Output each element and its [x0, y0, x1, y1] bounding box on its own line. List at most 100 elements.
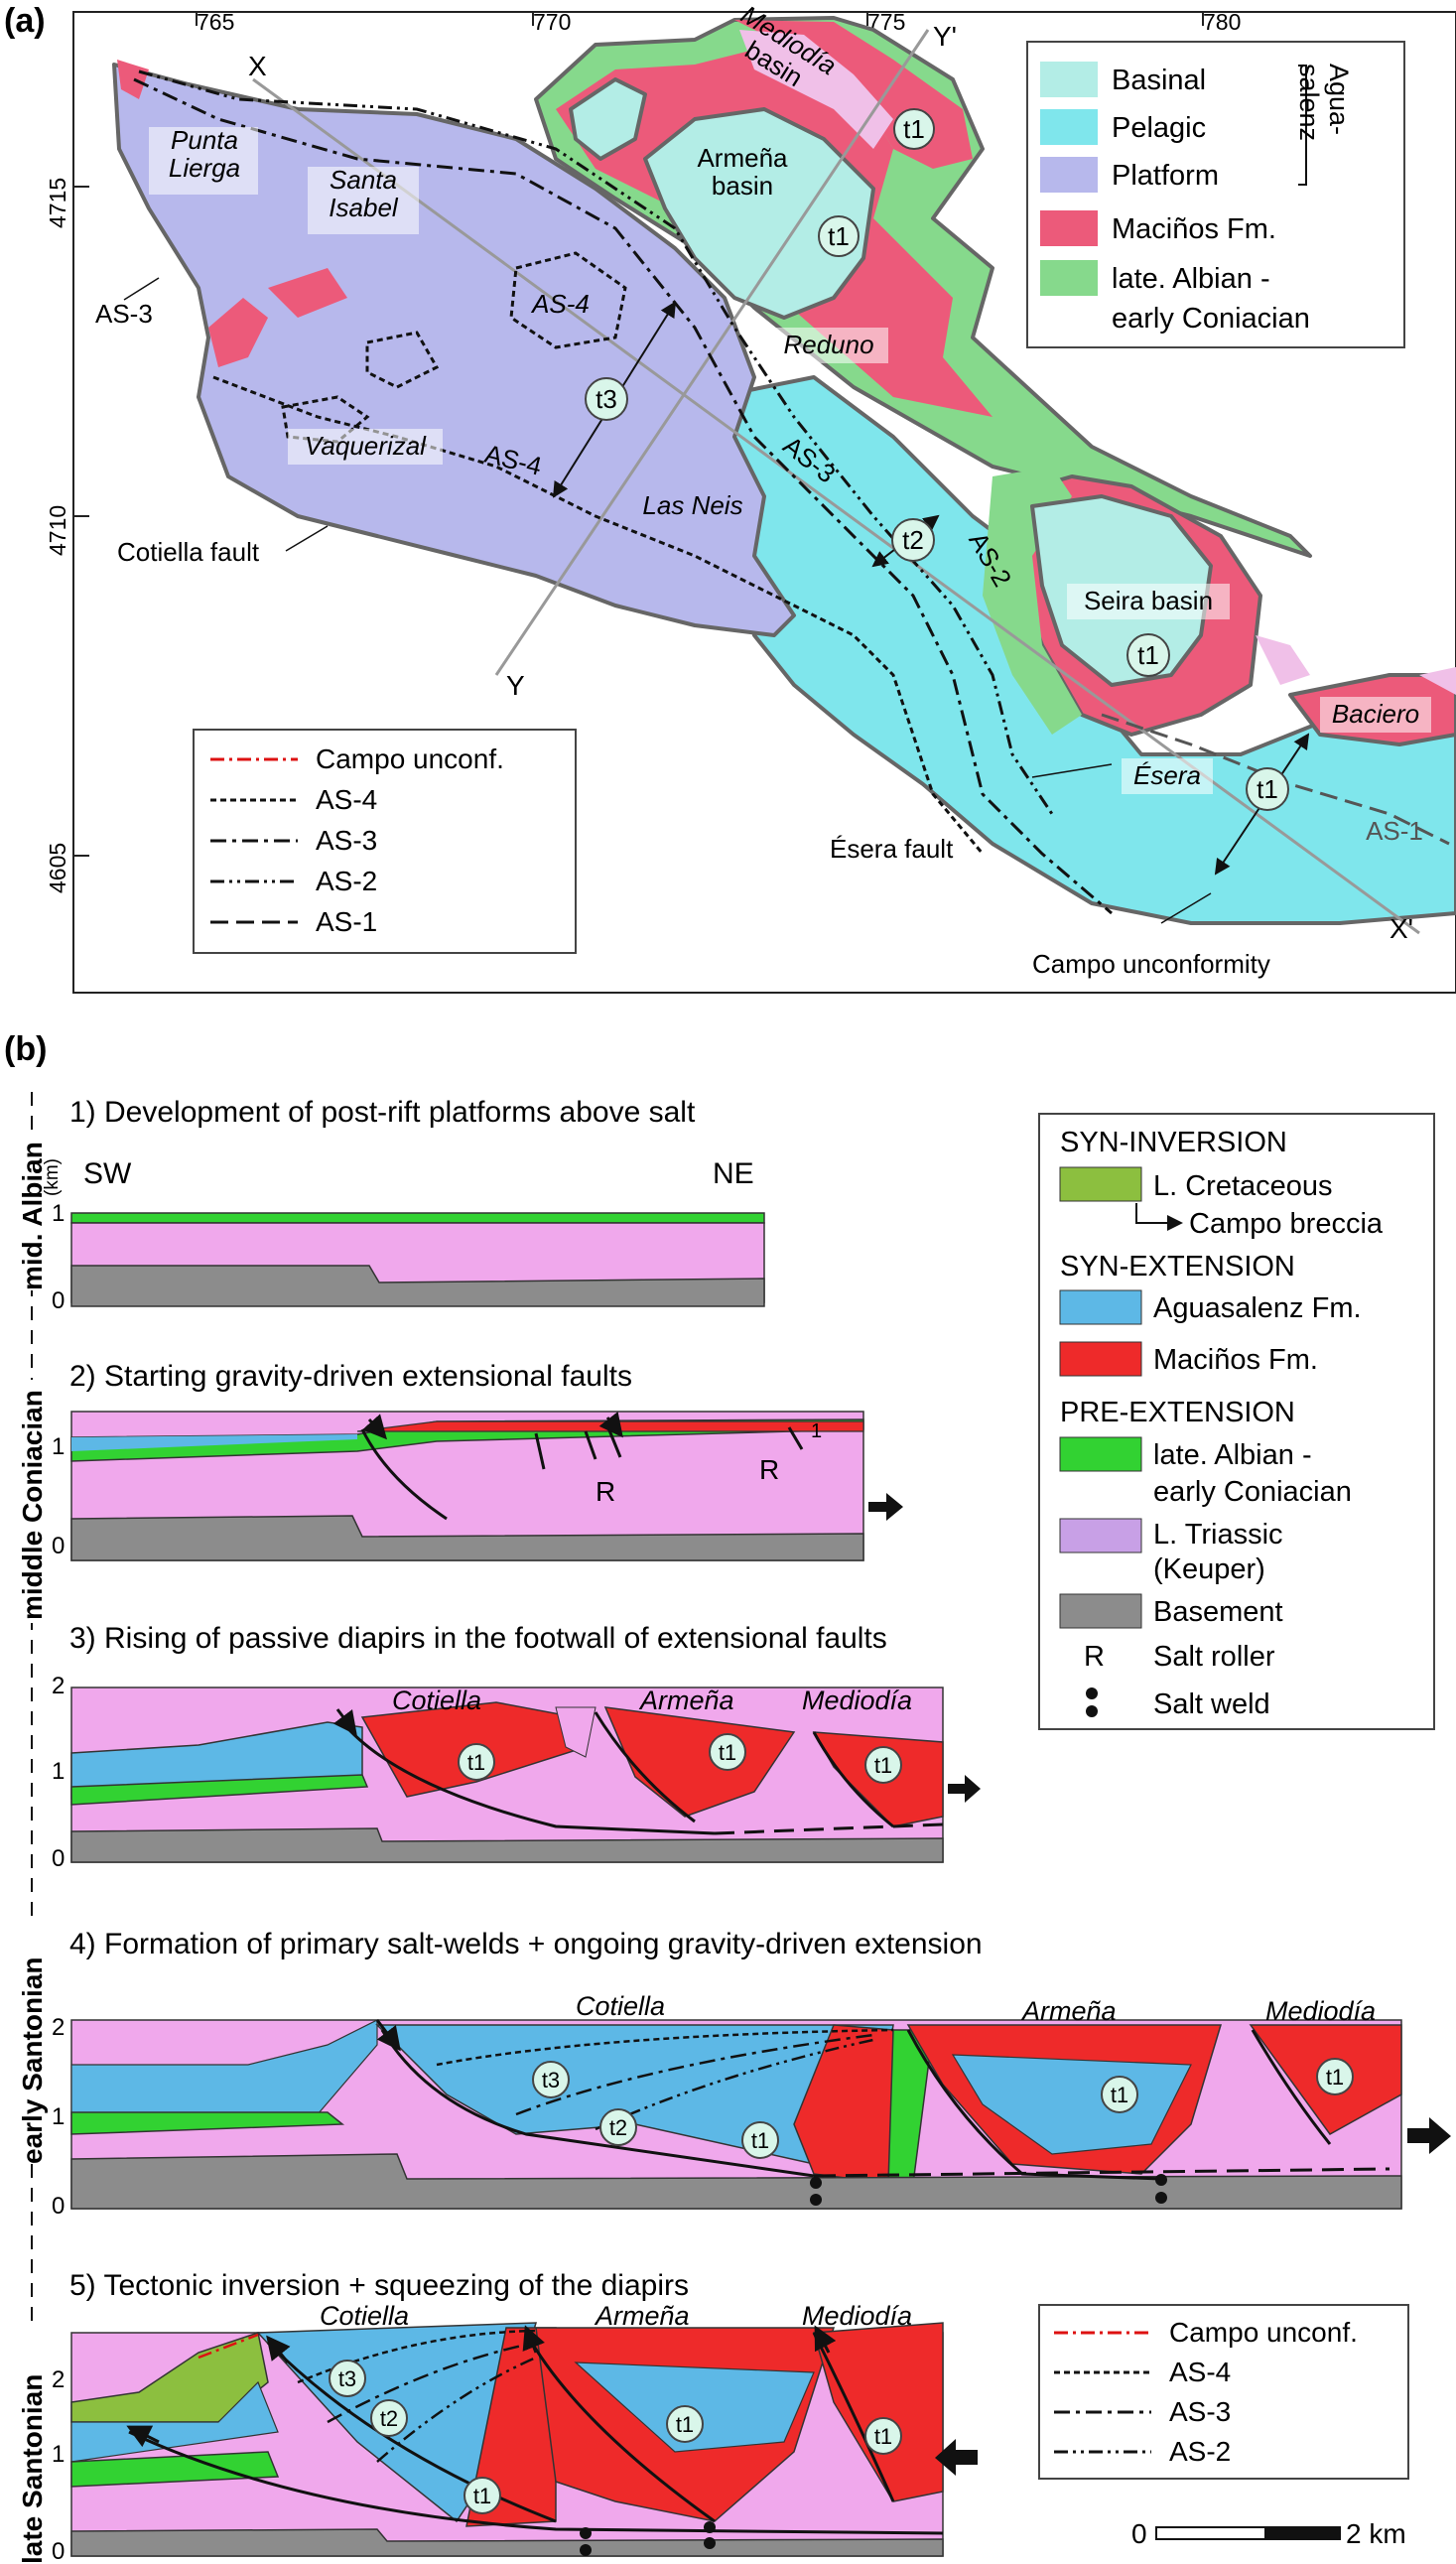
- stage-5-welds: [580, 2521, 716, 2556]
- label-armena-basin: Armeña basin: [697, 143, 788, 201]
- legend-as2: AS-2: [316, 866, 377, 896]
- legend-aguasalenz-b: Aguasalenz Fm.: [1153, 1292, 1362, 1324]
- map-as2: [138, 69, 1054, 815]
- section-unit-legend: SYN-INVERSION L. Cretaceous Campo brecci…: [1038, 1113, 1435, 1730]
- stage-2-title: 2) Starting gravity-driven extensional f…: [69, 1360, 632, 1393]
- stage-4-t1-b: t1: [1111, 2083, 1128, 2107]
- stage-2-faults: [360, 1412, 804, 1521]
- stage-5: 5) Tectonic inversion + squeezing of the…: [52, 2269, 978, 2564]
- map-t1-esera: t1: [1257, 774, 1278, 804]
- label-cotiella-fault: Cotiella fault: [117, 537, 260, 567]
- panel-a-letter: (a): [4, 2, 46, 40]
- legend-salt-weld: Salt weld: [1153, 1688, 1270, 1720]
- svg-text:0: 0: [52, 2193, 65, 2220]
- label-esera: Ésera: [1133, 760, 1201, 790]
- map-t2: t2: [902, 525, 924, 555]
- legend-albian-1: late. Albian -: [1112, 263, 1270, 295]
- stage-5-t3: t3: [338, 2366, 356, 2391]
- stage-3-cotiella: Cotiella: [392, 1686, 481, 1715]
- legend-macinos: Maciños Fm.: [1112, 213, 1276, 245]
- label-reduno: Reduno: [783, 330, 873, 359]
- stage-3-arrow: [948, 1775, 981, 1803]
- stage-4-armena: Armeña: [1020, 1996, 1117, 2026]
- northing-4605: 4605: [45, 843, 70, 893]
- legend-l-cretaceous: L. Cretaceous: [1153, 1170, 1333, 1202]
- label-las-neis: Las Neis: [642, 490, 742, 520]
- northing-ticks: 4715 4710 4605: [45, 178, 89, 893]
- map-unit-basinal-mediodia: [569, 77, 647, 161]
- legend-as3: AS-3: [316, 825, 377, 856]
- stage-1-sw: SW: [83, 1157, 132, 1190]
- stage-5-t1-c: t1: [874, 2424, 892, 2449]
- stage-1: 1) Development of post-rift platforms ab…: [42, 1096, 765, 1314]
- label-santa-isabel: Santa Isabel: [329, 165, 399, 222]
- map-unit-albian-seira: [983, 467, 1082, 735]
- legend-macinos-b: Maciños Fm.: [1153, 1344, 1318, 1376]
- scale-zero: 0: [1131, 2518, 1147, 2549]
- stage-1-ne: NE: [713, 1157, 754, 1190]
- northing-4710: 4710: [45, 505, 70, 556]
- stage-3-t1-b: t1: [719, 1740, 736, 1765]
- section-line-yy: [494, 29, 930, 676]
- legend-triassic-2: (Keuper): [1153, 1553, 1265, 1585]
- stage-2: 2) Starting gravity-driven extensional f…: [52, 1360, 903, 1561]
- stage-4-t1-c: t1: [1326, 2065, 1344, 2090]
- label-vaquerizal: Vaquerizal: [305, 431, 427, 461]
- stage-4-faults: [375, 2019, 1390, 2181]
- stage-3-title: 3) Rising of passive diapirs in the foot…: [69, 1622, 887, 1655]
- northing-4715: 4715: [45, 178, 70, 228]
- legend-albian-2: early Coniacian: [1112, 303, 1310, 335]
- stage-5-mediodia: Mediodía: [802, 2301, 912, 2331]
- map-unit-macinos-west-3: [117, 60, 149, 99]
- stage-4-arrow: [1407, 2117, 1451, 2154]
- label-as1-line: AS-1: [1366, 816, 1423, 846]
- svg-text:0: 0: [52, 1845, 65, 1872]
- stage-2-one: 1: [811, 1420, 822, 1442]
- svg-text:1: 1: [52, 1433, 65, 1460]
- stage-5-t1-a: t1: [473, 2484, 491, 2508]
- age-middle-coniacian: middle Coniacian: [17, 1390, 48, 1620]
- age-mid-albian: mid. Albian: [17, 1142, 48, 1290]
- label-baciero: Baciero: [1332, 699, 1419, 729]
- legend-b-campo: Campo unconf.: [1169, 2317, 1358, 2348]
- stage-4-mediodia: Mediodía: [1265, 1996, 1376, 2026]
- map-unit-macinos-west-2: [268, 268, 347, 318]
- map-t1-mediodia: t1: [903, 114, 925, 144]
- legend-pre-extension: PRE-EXTENSION: [1060, 1397, 1295, 1428]
- svg-text:1: 1: [52, 1200, 65, 1227]
- label-punta: Punta Lierga: [169, 125, 240, 183]
- legend-campo-breccia: Campo breccia: [1189, 1208, 1384, 1240]
- svg-text:2: 2: [52, 2014, 65, 2041]
- stage-4: 4) Formation of primary salt-welds + ong…: [52, 1928, 1451, 2220]
- age-axis: mid. Albian middle Coniacian early Santo…: [14, 1092, 50, 2564]
- stage-4-t3: t3: [542, 2068, 560, 2092]
- legend-basinal: Basinal: [1112, 65, 1206, 96]
- map-unit-macinos-west-1: [208, 298, 268, 367]
- stage-1-km: (km): [42, 1158, 63, 1196]
- label-x: X: [248, 51, 267, 81]
- legend-syn-extension: SYN-EXTENSION: [1060, 1251, 1295, 1282]
- panel-b: (b) mid. Albian middle Coniacian early S…: [4, 1030, 1451, 2564]
- easting-765: 765: [197, 9, 234, 35]
- legend-b-as3: AS-3: [1169, 2396, 1231, 2427]
- legend-albian-b1: late. Albian -: [1153, 1439, 1312, 1471]
- legend-b-as2: AS-2: [1169, 2436, 1231, 2467]
- map-unit-keuper-baciero: [1419, 667, 1456, 695]
- svg-text:1: 1: [52, 2441, 65, 2468]
- legend-albian-b2: early Coniacian: [1153, 1476, 1352, 1508]
- svg-text:2: 2: [52, 2366, 65, 2393]
- stage-5-cotiella: Cotiella: [320, 2301, 409, 2331]
- stage-5-armena: Armeña: [594, 2301, 690, 2331]
- map-as1: [1101, 713, 1450, 846]
- stage-5-title: 5) Tectonic inversion + squeezing of the…: [69, 2269, 689, 2302]
- map-unit-legend: Basinal Pelagic Platform Agua-salenz Mac…: [1026, 41, 1405, 348]
- label-y-prime: Y': [933, 21, 957, 52]
- label-x-prime: X': [1390, 913, 1413, 944]
- label-seira-basin: Seira basin: [1084, 586, 1213, 615]
- stage-2-r2: R: [759, 1454, 779, 1485]
- legend-basement: Basement: [1153, 1596, 1283, 1628]
- legend-salt-roller: Salt roller: [1153, 1641, 1275, 1673]
- map-unit-keuper-mediodia: [739, 30, 893, 149]
- stage-4-t2: t2: [609, 2115, 627, 2140]
